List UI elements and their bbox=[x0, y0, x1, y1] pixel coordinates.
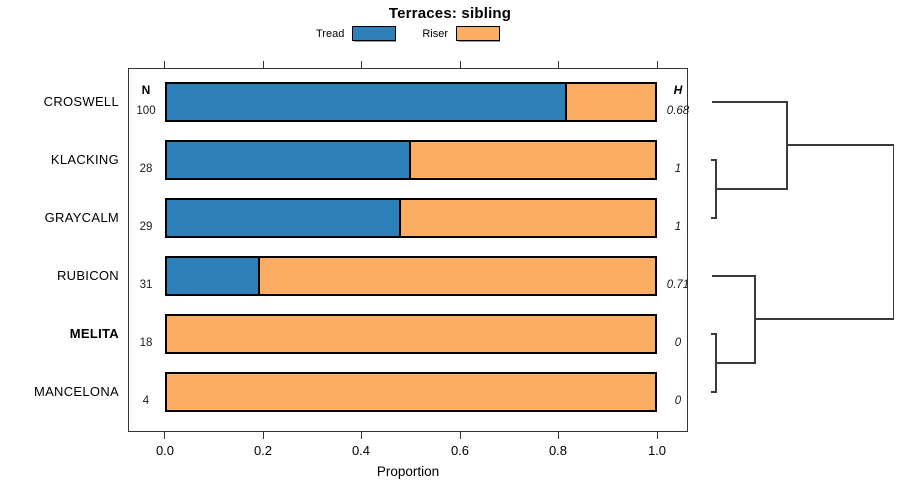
stacked-bar-klacking bbox=[165, 140, 657, 180]
bottom-tick bbox=[460, 432, 462, 439]
h-value: 0 bbox=[674, 337, 682, 349]
stacked-bar-mancelona bbox=[165, 372, 657, 412]
legend-label-riser: Riser bbox=[422, 27, 448, 40]
legend-item-riser: Riser bbox=[422, 26, 500, 41]
n-value: 29 bbox=[139, 221, 153, 233]
x-tick-label: 0.4 bbox=[351, 443, 371, 458]
legend-swatch-tread bbox=[352, 26, 397, 41]
dendrogram-branch bbox=[786, 101, 788, 190]
n-value: 31 bbox=[139, 279, 153, 291]
x-tick-label: 1.0 bbox=[647, 443, 667, 458]
category-label-graycalm: GRAYCALM bbox=[44, 210, 119, 225]
h-value: 0.68 bbox=[666, 105, 690, 117]
h-value: 1 bbox=[674, 221, 682, 233]
dendrogram-branch bbox=[715, 188, 787, 190]
bottom-tick bbox=[263, 432, 265, 439]
x-axis-label: Proportion bbox=[376, 464, 440, 479]
n-value: 4 bbox=[142, 395, 150, 407]
h-value: 0.71 bbox=[666, 279, 690, 291]
bottom-tick bbox=[361, 432, 363, 439]
dendrogram-branch bbox=[711, 391, 717, 393]
stacked-bar-rubicon bbox=[165, 256, 657, 296]
dendrogram-branch bbox=[711, 159, 717, 161]
legend-item-tread: Tread bbox=[316, 26, 397, 41]
dendrogram-branch bbox=[711, 333, 717, 335]
tread-segment bbox=[167, 200, 402, 236]
tread-segment bbox=[167, 258, 260, 294]
x-tick-label: 0.0 bbox=[155, 443, 175, 458]
category-label-rubicon: RUBICON bbox=[56, 268, 119, 283]
top-tick bbox=[263, 61, 265, 68]
n-column-header: N bbox=[141, 83, 151, 97]
dendrogram-branch bbox=[711, 217, 717, 219]
top-tick bbox=[361, 61, 363, 68]
tread-segment bbox=[167, 84, 568, 120]
chart-title: Terraces: sibling bbox=[388, 5, 512, 22]
stacked-bar-melita bbox=[165, 314, 657, 354]
top-tick bbox=[164, 61, 166, 68]
dendrogram-branch bbox=[754, 275, 756, 364]
stacked-bar-graycalm bbox=[165, 198, 657, 238]
top-tick bbox=[657, 61, 659, 68]
dendrogram-branch bbox=[787, 144, 894, 146]
top-tick bbox=[558, 61, 560, 68]
legend-swatch-riser bbox=[456, 26, 500, 41]
tread-segment bbox=[167, 142, 411, 178]
bottom-tick bbox=[558, 432, 560, 439]
x-tick-label: 0.6 bbox=[450, 443, 470, 458]
h-value: 0 bbox=[674, 395, 682, 407]
dendrogram-branch bbox=[715, 362, 755, 364]
dendrogram-branch bbox=[712, 101, 787, 103]
h-value: 1 bbox=[674, 163, 682, 175]
plot-area bbox=[128, 68, 688, 432]
stacked-bar-croswell bbox=[165, 82, 657, 122]
category-label-mancelona: MANCELONA bbox=[33, 384, 119, 399]
bottom-tick bbox=[657, 432, 659, 439]
legend-label-tread: Tread bbox=[316, 27, 345, 40]
n-value: 18 bbox=[139, 337, 153, 349]
bottom-tick bbox=[164, 432, 166, 439]
dendrogram-branch bbox=[755, 318, 894, 320]
category-label-melita: MELITA bbox=[69, 326, 119, 341]
x-tick-label: 0.2 bbox=[253, 443, 273, 458]
h-column-header: H bbox=[673, 83, 683, 97]
x-tick-label: 0.8 bbox=[548, 443, 568, 458]
legend: Tread Riser bbox=[128, 26, 688, 41]
category-label-klacking: KLACKING bbox=[50, 152, 119, 167]
dendrogram-branch bbox=[712, 275, 755, 277]
top-tick bbox=[460, 61, 462, 68]
category-label-croswell: CROSWELL bbox=[43, 94, 119, 109]
n-value: 100 bbox=[136, 105, 156, 117]
dendrogram-root bbox=[892, 144, 895, 320]
n-value: 28 bbox=[139, 163, 153, 175]
